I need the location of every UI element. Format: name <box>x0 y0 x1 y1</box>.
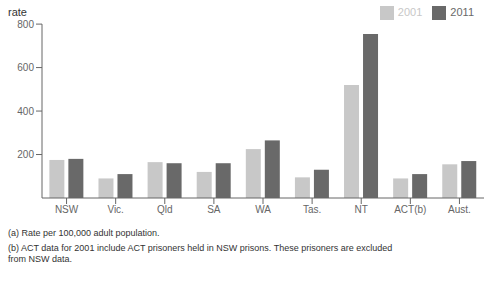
svg-text:Aust.: Aust. <box>448 204 471 215</box>
svg-text:800: 800 <box>17 19 34 30</box>
html-text:2001: 2001 <box>397 6 423 18</box>
html-text:rate: rate <box>8 6 27 18</box>
svg-text:Tas.: Tas. <box>303 204 321 215</box>
html-text:(a) Rate per 100,000 adult pop: (a) Rate per 100,000 adult population. <box>8 228 160 238</box>
svg-text:WA: WA <box>255 204 271 215</box>
svg-text:400: 400 <box>17 106 34 117</box>
svg-text:Qld: Qld <box>157 204 173 215</box>
svg-text:Vic.: Vic. <box>107 204 124 215</box>
html-text:2011: 2011 <box>450 6 474 18</box>
svg-text:200: 200 <box>17 149 34 160</box>
svg-text:600: 600 <box>17 62 34 73</box>
html-text:(b) ACT data for 2001 include: (b) ACT data for 2001 include ACT prison… <box>8 243 393 253</box>
svg-text:ACT(b): ACT(b) <box>394 204 426 215</box>
svg-text:SA: SA <box>207 204 221 215</box>
svg-text:NSW: NSW <box>55 204 79 215</box>
svg-text:NT: NT <box>355 204 368 215</box>
html-text:from NSW data.: from NSW data. <box>8 254 72 264</box>
